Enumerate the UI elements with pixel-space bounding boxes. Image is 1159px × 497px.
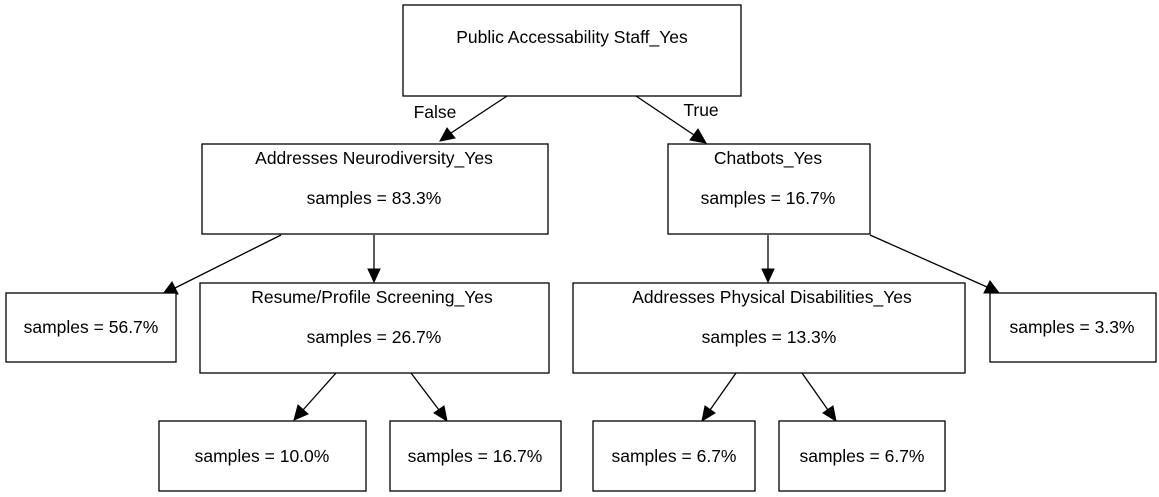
- edge-root-to-neurodiversity: [450, 95, 508, 134]
- node-samples: samples = 26.7%: [307, 327, 442, 347]
- edge-neurodiversity-to-leaf: [174, 234, 282, 289]
- node-leaf-resume-false: samples = 10.0%: [158, 420, 367, 492]
- node-label: Addresses Neurodiversity_Yes: [255, 148, 493, 169]
- node-samples: samples = 13.3%: [702, 327, 837, 347]
- node-samples: samples = 6.7%: [612, 446, 737, 466]
- node-leaf-neuro-false: samples = 56.7%: [5, 292, 177, 363]
- arrowhead: [293, 404, 309, 421]
- node-samples: samples = 16.7%: [408, 446, 543, 466]
- node-samples: samples = 3.3%: [1010, 317, 1135, 337]
- edge-resume-to-leaf-right: [410, 372, 440, 411]
- arrowhead: [689, 128, 707, 144]
- node-samples: samples = 16.7%: [701, 188, 836, 208]
- node-root: Public Accessability Staff_Yes: [402, 4, 742, 97]
- node-box: [592, 420, 756, 492]
- edge-label-true: True: [683, 100, 718, 120]
- node-box: [199, 282, 550, 374]
- edge-root-to-chatbots: [635, 95, 695, 136]
- arrowhead: [367, 268, 381, 284]
- node-samples: samples = 10.0%: [195, 446, 330, 466]
- arrowhead: [761, 268, 775, 284]
- node-box: [5, 292, 177, 363]
- edge-resume-to-leaf-left: [302, 372, 337, 411]
- node-leaf-chatbots-true: samples = 3.3%: [989, 292, 1157, 363]
- node-resume-screening: Resume/Profile Screening_Yes samples = 2…: [199, 282, 550, 374]
- tree-edges: [162, 95, 1000, 423]
- node-leaf-physical-false: samples = 6.7%: [592, 420, 756, 492]
- node-box: [201, 143, 549, 235]
- edge-label-false: False: [414, 102, 457, 122]
- node-label: Resume/Profile Screening_Yes: [251, 287, 493, 308]
- node-label: Chatbots_Yes: [714, 148, 823, 169]
- node-box: [158, 420, 367, 492]
- node-box: [989, 292, 1157, 363]
- edge-physical-to-leaf-left: [709, 372, 737, 411]
- arrowhead: [822, 405, 837, 423]
- node-leaf-physical-true: samples = 6.7%: [778, 420, 946, 492]
- node-box: [402, 4, 742, 97]
- node-samples: samples = 6.7%: [800, 446, 925, 466]
- node-label: Addresses Physical Disabilities_Yes: [632, 287, 912, 308]
- node-physical-disabilities: Addresses Physical Disabilities_Yes samp…: [572, 282, 966, 374]
- node-leaf-resume-true: samples = 16.7%: [389, 420, 562, 492]
- node-box: [389, 420, 562, 492]
- arrowhead: [701, 405, 716, 423]
- edge-chatbots-to-leaf: [869, 234, 988, 288]
- arrowhead: [439, 127, 456, 142]
- node-neurodiversity: Addresses Neurodiversity_Yes samples = 8…: [201, 143, 549, 235]
- edge-physical-to-leaf-right: [801, 372, 829, 411]
- node-samples: samples = 83.3%: [307, 188, 442, 208]
- node-box: [778, 420, 946, 492]
- arrowhead: [433, 405, 448, 423]
- node-samples: samples = 56.7%: [24, 317, 159, 337]
- node-label: Public Accessability Staff_Yes: [456, 27, 688, 48]
- node-box: [572, 282, 966, 374]
- node-box: [667, 143, 871, 235]
- node-chatbots: Chatbots_Yes samples = 16.7%: [667, 143, 871, 235]
